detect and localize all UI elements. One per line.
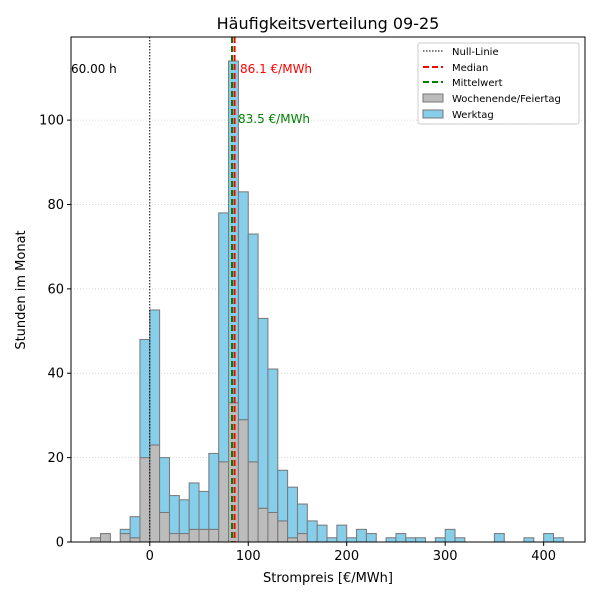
bar-weekend-5 [139, 457, 151, 543]
bar-workday-28 [365, 533, 377, 543]
y-axis-label: Stunden im Monat [14, 230, 29, 349]
bar-workday-19 [277, 469, 289, 522]
bar-weekend-9 [178, 533, 190, 543]
bar-workday-16 [247, 233, 259, 463]
zero-hours-annotation: 60.00 h [71, 62, 117, 76]
bar-weekend-10 [188, 528, 200, 543]
bar-weekend-8 [168, 533, 180, 543]
plot-frame [70, 36, 586, 543]
legend-box [417, 42, 580, 125]
bar-workday-41 [493, 533, 505, 543]
bar-workday-14 [228, 60, 239, 404]
bar-workday-35 [434, 537, 446, 543]
bar-workday-27 [356, 528, 367, 543]
x-tick-label-0: 0 [146, 549, 154, 564]
bar-weekend-6 [149, 444, 161, 543]
x-tick-label-4: 400 [531, 549, 556, 564]
bar-workday-33 [415, 537, 426, 543]
legend-weekend-swatch [422, 93, 444, 103]
x-axis-label: Strompreis [€/MWh] [263, 571, 393, 586]
bar-workday-31 [395, 533, 407, 543]
legend-median-label: Median [452, 63, 488, 74]
bar-workday-10 [188, 482, 200, 530]
x-axis-ticks: 0 100 200 300 400 [146, 542, 556, 564]
bar-weekend-20 [287, 537, 298, 543]
bar-weekend-4 [129, 537, 141, 543]
bar-workday-9 [178, 499, 190, 535]
bar-workday-26 [346, 537, 358, 543]
mean-annotation: 83.5 €/MWh [238, 112, 310, 126]
bar-workday-12 [208, 452, 220, 530]
bar-workday-30 [385, 537, 397, 543]
reference-lines [149, 37, 236, 542]
x-tick-label-2: 200 [334, 549, 359, 564]
bar-weekend-16 [247, 461, 259, 543]
y-tick-label-3: 60 [47, 282, 64, 297]
y-axis-ticks: 0 20 40 60 80 100 [39, 114, 71, 551]
y-tick-label-1: 20 [47, 451, 64, 466]
bar-workday-5 [139, 338, 151, 459]
bar-workday-37 [454, 537, 466, 543]
bar-workday-18 [267, 368, 279, 513]
y-tick-label-0: 0 [56, 536, 64, 551]
bar-weekend-12 [208, 528, 220, 543]
bar-workday-24 [326, 537, 338, 543]
bar-weekend-3 [119, 533, 131, 543]
bar-weekend-11 [198, 528, 210, 543]
bar-weekend-19 [277, 520, 289, 543]
bar-workday-22 [306, 520, 318, 543]
bar-weekend-18 [267, 511, 279, 543]
bar-workday-3 [119, 528, 131, 535]
bar-weekend-21 [296, 533, 308, 543]
bar-weekend-14 [228, 402, 239, 543]
bar-weekend-0 [90, 537, 102, 543]
legend-workday-label: Werktag [452, 110, 494, 121]
y-tick-label-2: 40 [47, 367, 64, 382]
bar-workday-32 [405, 537, 417, 543]
bar-workday-6 [149, 309, 161, 446]
bar-workday-21 [296, 503, 308, 535]
bar-workday-8 [168, 495, 180, 535]
bar-workday-46 [543, 533, 554, 543]
bar-weekend-13 [218, 461, 230, 543]
legend-null-line-label: Null-Linie [452, 47, 499, 58]
legend: Null-Linie Median Mittelwert Wochenende/… [417, 42, 580, 125]
bar-workday-13 [218, 212, 230, 463]
bar-workday-47 [552, 537, 564, 543]
bar-workday-7 [159, 457, 170, 513]
bar-workday-11 [198, 490, 210, 530]
bar-weekend-17 [257, 507, 269, 543]
bar-workday-15 [237, 191, 249, 421]
legend-weekend-label: Wochenende/Feiertag [452, 94, 561, 105]
x-tick-label-1: 100 [236, 549, 261, 564]
chart-title: Häufigkeitsverteilung 09-25 [217, 14, 440, 33]
bar-workday-17 [257, 317, 269, 509]
bar-workday-23 [316, 524, 328, 543]
bar-weekend-7 [159, 511, 170, 543]
bar-workday-4 [129, 516, 141, 539]
y-tick-label-4: 80 [47, 198, 64, 213]
x-tick-label-3: 300 [433, 549, 458, 564]
y-tick-label-5: 100 [39, 114, 64, 129]
bar-weekend-1 [100, 533, 111, 543]
legend-mean-label: Mittelwert [452, 78, 503, 89]
legend-workday-swatch [422, 109, 444, 119]
bar-weekend-15 [237, 419, 249, 543]
median-annotation: 86.1 €/MWh [240, 62, 312, 76]
bar-workday-20 [287, 486, 298, 539]
bar-workday-36 [444, 528, 456, 543]
bar-workday-44 [523, 537, 535, 543]
bars-workday [119, 60, 564, 543]
bar-workday-25 [336, 524, 348, 543]
